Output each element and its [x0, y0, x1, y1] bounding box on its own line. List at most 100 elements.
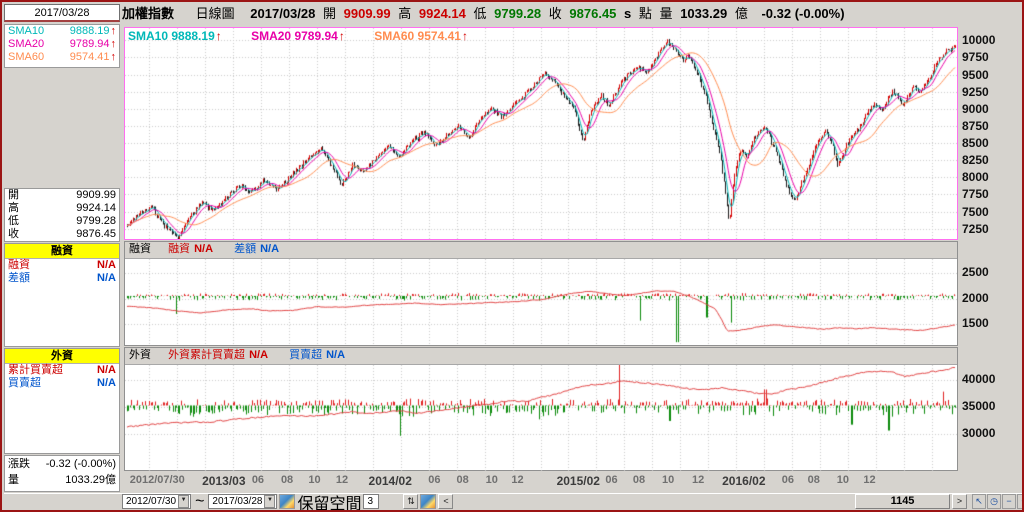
pointer-tool-icon[interactable]: ↖ — [972, 494, 986, 509]
x-tick-label: 10 — [662, 474, 675, 486]
main-chart-panel — [124, 27, 958, 240]
low-value: 9799.28 — [494, 6, 542, 21]
x-tick-label: 10 — [308, 474, 321, 486]
foreign-header: 外資 — [5, 349, 119, 364]
foreign-chart[interactable] — [125, 365, 957, 471]
sma10-value: 9888.19↑ — [69, 25, 117, 37]
point-label: 點 — [638, 6, 652, 21]
hand-chart-icon[interactable] — [420, 494, 437, 509]
x-tick-label: 12 — [863, 474, 876, 486]
up-arrow-icon: ↑ — [338, 29, 345, 43]
y-tick-label: 35000 — [962, 399, 996, 414]
y-tick-label: 9000 — [962, 101, 989, 116]
y-tick-label: 1500 — [962, 316, 989, 331]
x-tick-label: 08 — [632, 474, 646, 486]
legend-sma60: SMA60 9574.41↑ — [374, 29, 468, 43]
sma60-value: 9574.41↑ — [69, 51, 117, 63]
y-tick-label: 9500 — [962, 67, 989, 82]
keep-space-input[interactable]: 3 — [363, 494, 380, 509]
sma20-label: SMA20 — [8, 38, 45, 50]
up-arrow-icon: ↑ — [110, 25, 117, 37]
zoom-out-button[interactable]: − — [1002, 494, 1016, 509]
volume-value: 1033.29 — [680, 6, 728, 21]
y-tick-label: 2500 — [962, 264, 989, 279]
change-row: 漲跌 -0.32 (-0.00%) — [8, 458, 116, 470]
chevron-down-icon[interactable]: ▼ — [264, 495, 276, 508]
x-tick-label: 08 — [807, 474, 820, 486]
to-date-select[interactable]: 2017/03/28 ▼ — [208, 494, 278, 509]
x-tick-label: 08 — [280, 474, 294, 486]
sma60-row: SMA60 9574.41↑ — [5, 51, 119, 64]
x-tick-label: 2013/03 — [202, 474, 246, 488]
y-tick-label: 40000 — [962, 372, 996, 387]
low-label: 低 — [473, 6, 487, 21]
open-row: 開 9909.99 — [8, 189, 116, 201]
x-tick-label: 06 — [428, 474, 441, 486]
x-tick-label: 08 — [456, 474, 469, 486]
change-value: -0.32 (-0.00%) — [761, 6, 845, 21]
y-tick-label: 7250 — [962, 221, 989, 236]
y-tick-label: 30000 — [962, 425, 996, 440]
close-row: 收 9876.45 — [8, 228, 116, 240]
sidebar-stats-panel: 漲跌 -0.32 (-0.00%) 量 1033.29億 — [4, 455, 120, 492]
candlestick-chart[interactable] — [125, 28, 957, 239]
keep-space-spinner[interactable]: ⇅ — [403, 494, 419, 509]
sma10-label: SMA10 — [8, 25, 45, 37]
sidebar-sma-panel: SMA10 9888.19↑ SMA20 9789.94↑ SMA60 9574… — [4, 24, 120, 68]
keep-space-label: 保留空間 — [297, 495, 362, 512]
y-tick-label: 9750 — [962, 50, 989, 65]
s-mark: s — [624, 6, 632, 21]
volume-unit: 億 — [734, 6, 748, 21]
margin-diff-row: 差額 N/A — [8, 272, 116, 284]
open-label: 開 — [322, 6, 336, 21]
instrument-title: 加權指數 — [122, 6, 175, 21]
x-tick-label: 12 — [511, 474, 524, 486]
x-tick-label: 06 — [251, 474, 265, 486]
margin-chart[interactable] — [125, 259, 957, 346]
up-arrow-icon: ↑ — [461, 29, 468, 43]
chevron-down-icon[interactable]: ▼ — [178, 495, 190, 508]
hand-chart-icon[interactable] — [279, 494, 296, 509]
toolbar-left-group: 2012/07/30 ▼ ~ 2017/03/28 ▼ 保留空間 3 ⇅ < — [122, 492, 454, 510]
from-date-select[interactable]: 2012/07/30 ▼ — [122, 494, 192, 509]
y-axis: 7250 7500 7750 8000 8250 8500 8750 9000 9250 9500… — [959, 2, 1022, 472]
x-tick-label: 06 — [605, 474, 618, 486]
zoom-in-button[interactable]: + — [1017, 494, 1022, 509]
header-date: 2017/03/28 — [250, 6, 316, 21]
up-arrow-icon: ↑ — [215, 29, 222, 43]
x-tick-label: 12 — [335, 474, 349, 486]
x-tick-label: 06 — [781, 474, 795, 486]
scroll-left-button[interactable]: < — [438, 494, 454, 509]
scroll-right-button[interactable]: > — [952, 494, 967, 509]
toolbar-right-group: 1145 > ↖◷−+↺⊡✎ — [855, 494, 1022, 509]
x-axis: 2012/07/30 2013/03 06 08 10 12 2014/02 06 08 10 12… — [124, 472, 958, 493]
high-label: 高 — [398, 6, 412, 21]
y-tick-label: 7750 — [962, 187, 989, 202]
sidebar-foreign-panel: 外資 累計買賣超 N/A 買賣超 N/A — [4, 348, 120, 454]
high-row: 高 9924.14 — [8, 202, 116, 214]
sidebar-date: 2017/03/28 — [4, 4, 120, 22]
up-arrow-icon: ↑ — [110, 38, 117, 50]
history-clock-icon[interactable]: ◷ — [987, 494, 1001, 509]
x-tick-label: 10 — [836, 474, 849, 486]
foreign-subchart-panel: 外資 外資累計買賣超 N/A 買賣超 N/A — [124, 347, 958, 471]
period-label: 日線圖 — [195, 6, 235, 21]
sma20-row: SMA20 9789.94↑ — [5, 38, 119, 51]
ma-legend: SMA10 9888.19↑ SMA20 9789.94↑ SMA60 9574… — [128, 29, 494, 43]
x-tick-label: 10 — [485, 474, 498, 486]
margin-subchart-header: 融資 融資 N/A 差額 N/A — [125, 242, 957, 259]
close-value: 9876.45 — [569, 6, 617, 21]
date-range-tilde: ~ — [195, 492, 205, 510]
foreign-cum-row: 累計買賣超 N/A — [8, 364, 116, 376]
legend-sma10: SMA10 9888.19↑ — [128, 29, 222, 43]
x-tick-label: 2012/07/30 — [129, 474, 185, 486]
volume-label: 量 — [659, 6, 673, 21]
legend-sma20: SMA20 9789.94↑ — [251, 29, 345, 43]
scrollbar-thumb[interactable]: 1145 — [855, 494, 950, 509]
up-arrow-icon: ↑ — [110, 51, 117, 63]
sma60-label: SMA60 — [8, 51, 45, 63]
sidebar-ohlc-panel: 開 9909.99 高 9924.14 低 9799.28 收 9876.45 — [4, 188, 120, 242]
x-tick-label: 2015/02 — [556, 474, 600, 488]
sidebar-margin-panel: 融資 融資 N/A 差額 N/A — [4, 243, 120, 347]
